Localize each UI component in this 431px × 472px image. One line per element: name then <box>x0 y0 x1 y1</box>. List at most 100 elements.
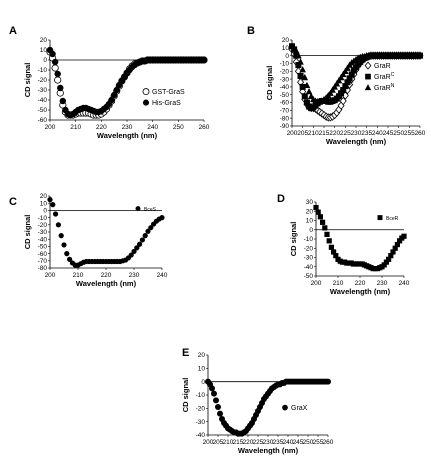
x-tick-label: 250 <box>303 439 314 446</box>
legend-label: GraRN <box>374 83 395 92</box>
y-tick-label: -30 <box>38 229 48 236</box>
y-tick-label: -40 <box>38 236 48 243</box>
data-point <box>53 211 59 217</box>
y-tick-label: -30 <box>280 76 290 83</box>
x-tick-label: 250 <box>173 124 184 131</box>
data-point <box>209 385 215 392</box>
data-point <box>335 93 342 100</box>
x-tick-label: 230 <box>122 124 133 131</box>
y-tick-label: -10 <box>38 67 48 74</box>
legend-marker <box>282 404 288 411</box>
panel-letter: C <box>9 196 17 208</box>
y-axis-label: CD signal <box>23 63 32 98</box>
x-tick-label: 200 <box>311 280 322 287</box>
y-tick-label: -90 <box>280 123 290 130</box>
data-point <box>217 410 223 417</box>
y-tick-label: -50 <box>38 244 48 251</box>
data-point <box>383 259 389 265</box>
data-point <box>317 214 323 220</box>
x-tick-label: 210 <box>308 130 319 137</box>
x-tick-label: 240 <box>372 130 383 137</box>
data-point <box>55 222 62 228</box>
data-point <box>64 251 70 257</box>
data-point <box>392 245 398 251</box>
y-tick-label: -70 <box>280 108 290 115</box>
x-tick-label: 230 <box>129 272 140 279</box>
legend-marker <box>142 88 150 96</box>
y-tick-label: 30 <box>306 199 314 206</box>
data-point <box>320 219 326 225</box>
legend-label: BceS <box>144 207 157 213</box>
y-tick-label: -40 <box>196 432 206 439</box>
x-tick-label: 255 <box>313 439 324 446</box>
x-tick-label: 225 <box>253 439 264 446</box>
data-point <box>110 91 118 99</box>
data-point <box>344 79 351 86</box>
legend-label: His-GraS <box>152 100 181 107</box>
data-point <box>131 248 137 255</box>
data-point <box>159 215 165 221</box>
series-bces <box>47 197 165 268</box>
y-tick-label: -30 <box>196 419 206 426</box>
data-point <box>54 76 62 84</box>
legend-marker <box>142 99 150 106</box>
x-tick-label: 215 <box>233 439 244 446</box>
legend-label: BceR <box>386 216 399 222</box>
y-tick-label: -50 <box>38 107 48 114</box>
x-tick-label: 230 <box>263 439 274 446</box>
data-point <box>353 64 359 71</box>
y-tick-label: 10 <box>40 47 48 54</box>
data-point <box>386 256 392 262</box>
x-tick-label: 230 <box>377 280 388 287</box>
data-point <box>299 66 306 73</box>
data-point <box>139 237 145 243</box>
data-point <box>322 225 328 231</box>
x-tick-label: 200 <box>45 272 56 279</box>
data-point <box>388 253 394 259</box>
x-tick-label: 245 <box>293 439 304 446</box>
x-axis-label: Wavelength (nm) <box>238 446 299 455</box>
data-point <box>348 71 355 78</box>
legend-label: GST-GraS <box>152 89 185 96</box>
y-tick-label: -60 <box>38 251 48 258</box>
data-point <box>390 249 396 255</box>
panel-letter: B <box>247 25 255 37</box>
data-point <box>397 238 403 244</box>
x-tick-label: 260 <box>323 439 334 446</box>
y-tick-label: -20 <box>304 245 314 252</box>
x-axis-label: Wavelength (nm) <box>330 287 391 296</box>
panel-letter: A <box>9 25 17 37</box>
y-tick-label: -20 <box>196 406 206 413</box>
x-tick-label: 215 <box>319 130 330 137</box>
y-tick-label: 0 <box>285 53 289 60</box>
data-point <box>295 52 302 59</box>
data-point <box>49 50 56 58</box>
data-point <box>338 90 345 97</box>
series-grarn <box>288 42 424 105</box>
series-his-gras <box>46 46 208 119</box>
legend-marker <box>365 73 371 80</box>
y-tick-label: -80 <box>280 115 290 122</box>
data-point <box>299 83 306 90</box>
y-tick-label: -20 <box>38 77 48 84</box>
data-point <box>211 390 217 397</box>
series-bcer <box>313 204 407 272</box>
y-axis-label: CD signal <box>289 222 298 257</box>
y-tick-label: 0 <box>201 379 205 386</box>
data-point <box>297 58 304 65</box>
data-point <box>303 81 311 89</box>
data-point <box>51 64 59 72</box>
data-point <box>128 252 134 258</box>
y-tick-label: -50 <box>280 92 290 99</box>
y-tick-label: -40 <box>304 264 314 271</box>
x-tick-label: 220 <box>96 124 107 131</box>
data-point <box>137 241 143 247</box>
legend-label: GraX <box>291 405 308 412</box>
y-tick-label: -40 <box>280 84 290 91</box>
data-point <box>57 84 64 92</box>
data-point <box>145 228 151 234</box>
legend-marker <box>364 61 372 70</box>
y-tick-label: 0 <box>43 208 47 215</box>
